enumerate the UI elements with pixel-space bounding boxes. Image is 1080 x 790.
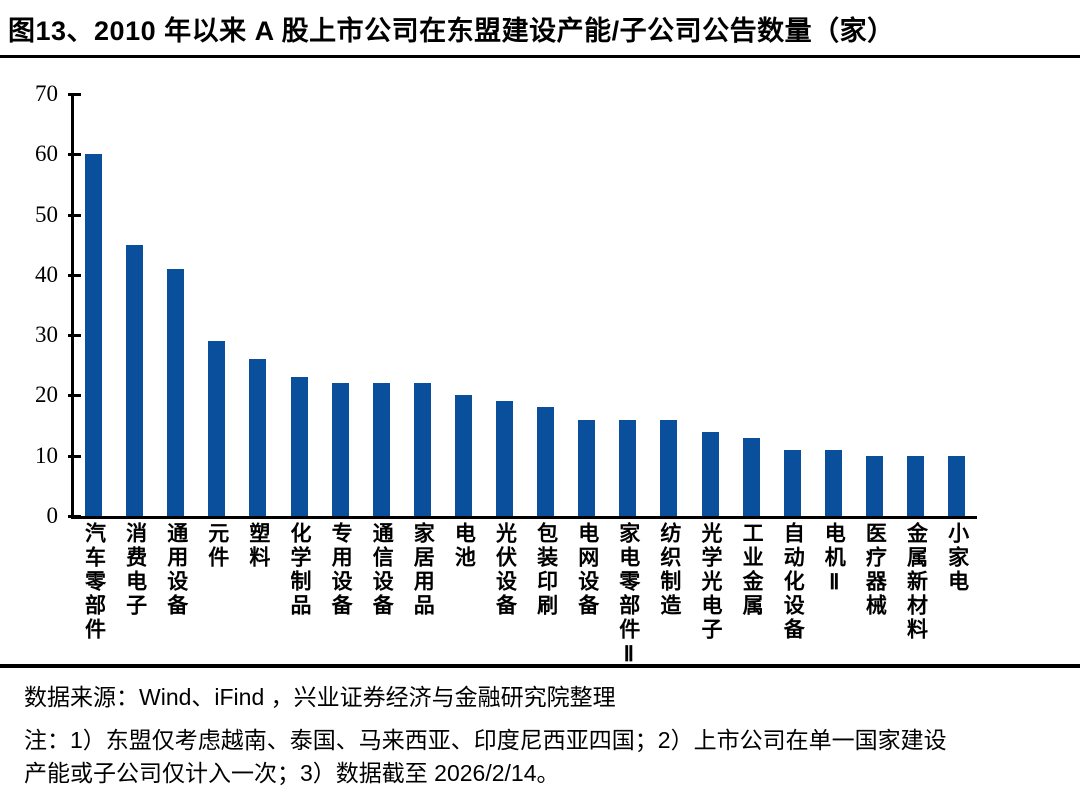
x-axis-line (71, 516, 977, 519)
y-axis-tick (68, 394, 81, 398)
y-axis-tick (68, 93, 81, 96)
bar (167, 268, 185, 516)
bar (578, 419, 596, 516)
y-axis-tick-label: 30 (35, 322, 58, 348)
bar (783, 449, 801, 516)
x-axis-label: 包装印刷 (534, 522, 558, 618)
x-axis-label: 光学光电子 (699, 522, 722, 642)
chart-title: 图13、2010 年以来 A 股上市公司在东盟建设产能/子公司公告数量（家） (8, 16, 895, 46)
x-axis-label: 小家电 (945, 522, 969, 594)
data-source-text: 数据来源：Wind、iFind ，兴业证券经济与金融研究院整理 (24, 684, 616, 710)
y-axis-tick-label: 0 (46, 503, 59, 528)
x-axis-label: 纺织制造 (657, 522, 681, 618)
y-axis-tick (68, 153, 81, 157)
y-axis-tick (68, 334, 81, 338)
x-axis-label: 家电零部件Ⅱ (616, 522, 640, 669)
bar (619, 419, 637, 516)
bar (824, 449, 842, 516)
x-axis-label: 电网设备 (575, 522, 599, 618)
note-text-line1: 注：1）东盟仅考虑越南、泰国、马来西亚、印度尼西亚四国；2）上市公司在单一国家建… (24, 727, 947, 753)
bar (126, 244, 144, 516)
bar (742, 437, 760, 516)
x-axis-label: 塑料 (246, 522, 270, 570)
x-axis-label: 通信设备 (370, 522, 394, 618)
y-axis-tick (68, 273, 81, 277)
footer: 数据来源：Wind、iFind ，兴业证券经济与金融研究院整理 注：1）东盟仅考… (0, 668, 1080, 790)
x-axis-label: 光伏设备 (493, 522, 517, 618)
x-axis-label: 元件 (205, 522, 229, 570)
title-divider (0, 55, 1080, 58)
x-axis-label: 金属新材料 (904, 522, 928, 642)
bar (907, 455, 924, 516)
bar (85, 154, 102, 516)
x-axis-label: 家居用品 (411, 522, 435, 618)
x-axis-label: 汽车零部件 (82, 522, 106, 642)
x-axis-label: 电池 (452, 522, 476, 570)
y-axis-tick (68, 515, 81, 518)
bar (701, 431, 719, 516)
bar (290, 377, 308, 516)
plot-area: 0 10 20 30 40 50 60 70 汽车零部件 消费电子 通用设备 元件 塑料 化学制品 专用设备… (0, 58, 1080, 669)
bar (249, 359, 267, 516)
bar (537, 407, 555, 516)
bar (454, 395, 472, 516)
x-axis-label: 医疗器械 (863, 522, 887, 618)
note-text-line2: 产能或子公司仅计入一次；3）数据截至 2026/2/14。 (24, 760, 560, 786)
x-axis-label: 消费电子 (123, 522, 147, 618)
bar (413, 383, 431, 516)
x-axis-label: 自动化设备 (781, 522, 805, 642)
y-axis-tick (68, 213, 81, 217)
bar (496, 401, 513, 516)
x-axis-label: 化学制品 (288, 522, 311, 618)
y-axis-tick-label: 50 (35, 201, 58, 227)
bar (660, 419, 678, 516)
y-axis-tick-label: 10 (35, 442, 58, 468)
bar (865, 455, 883, 516)
y-axis-tick-label: 40 (35, 261, 58, 287)
bar (372, 383, 390, 516)
x-axis-label: 通用设备 (164, 522, 188, 618)
x-axis-label: 电机Ⅱ (822, 522, 846, 597)
y-axis-tick-label: 70 (35, 81, 58, 106)
y-axis-tick-label: 60 (35, 141, 58, 167)
y-axis-tick (68, 454, 81, 458)
bar (208, 341, 226, 516)
bar (331, 383, 349, 516)
x-axis-label: 专用设备 (329, 522, 353, 618)
bar (948, 455, 966, 516)
y-axis-tick-label: 20 (35, 382, 58, 408)
footer-divider (0, 664, 1080, 668)
y-axis-line (71, 94, 74, 519)
x-axis-label: 工业金属 (740, 522, 764, 618)
